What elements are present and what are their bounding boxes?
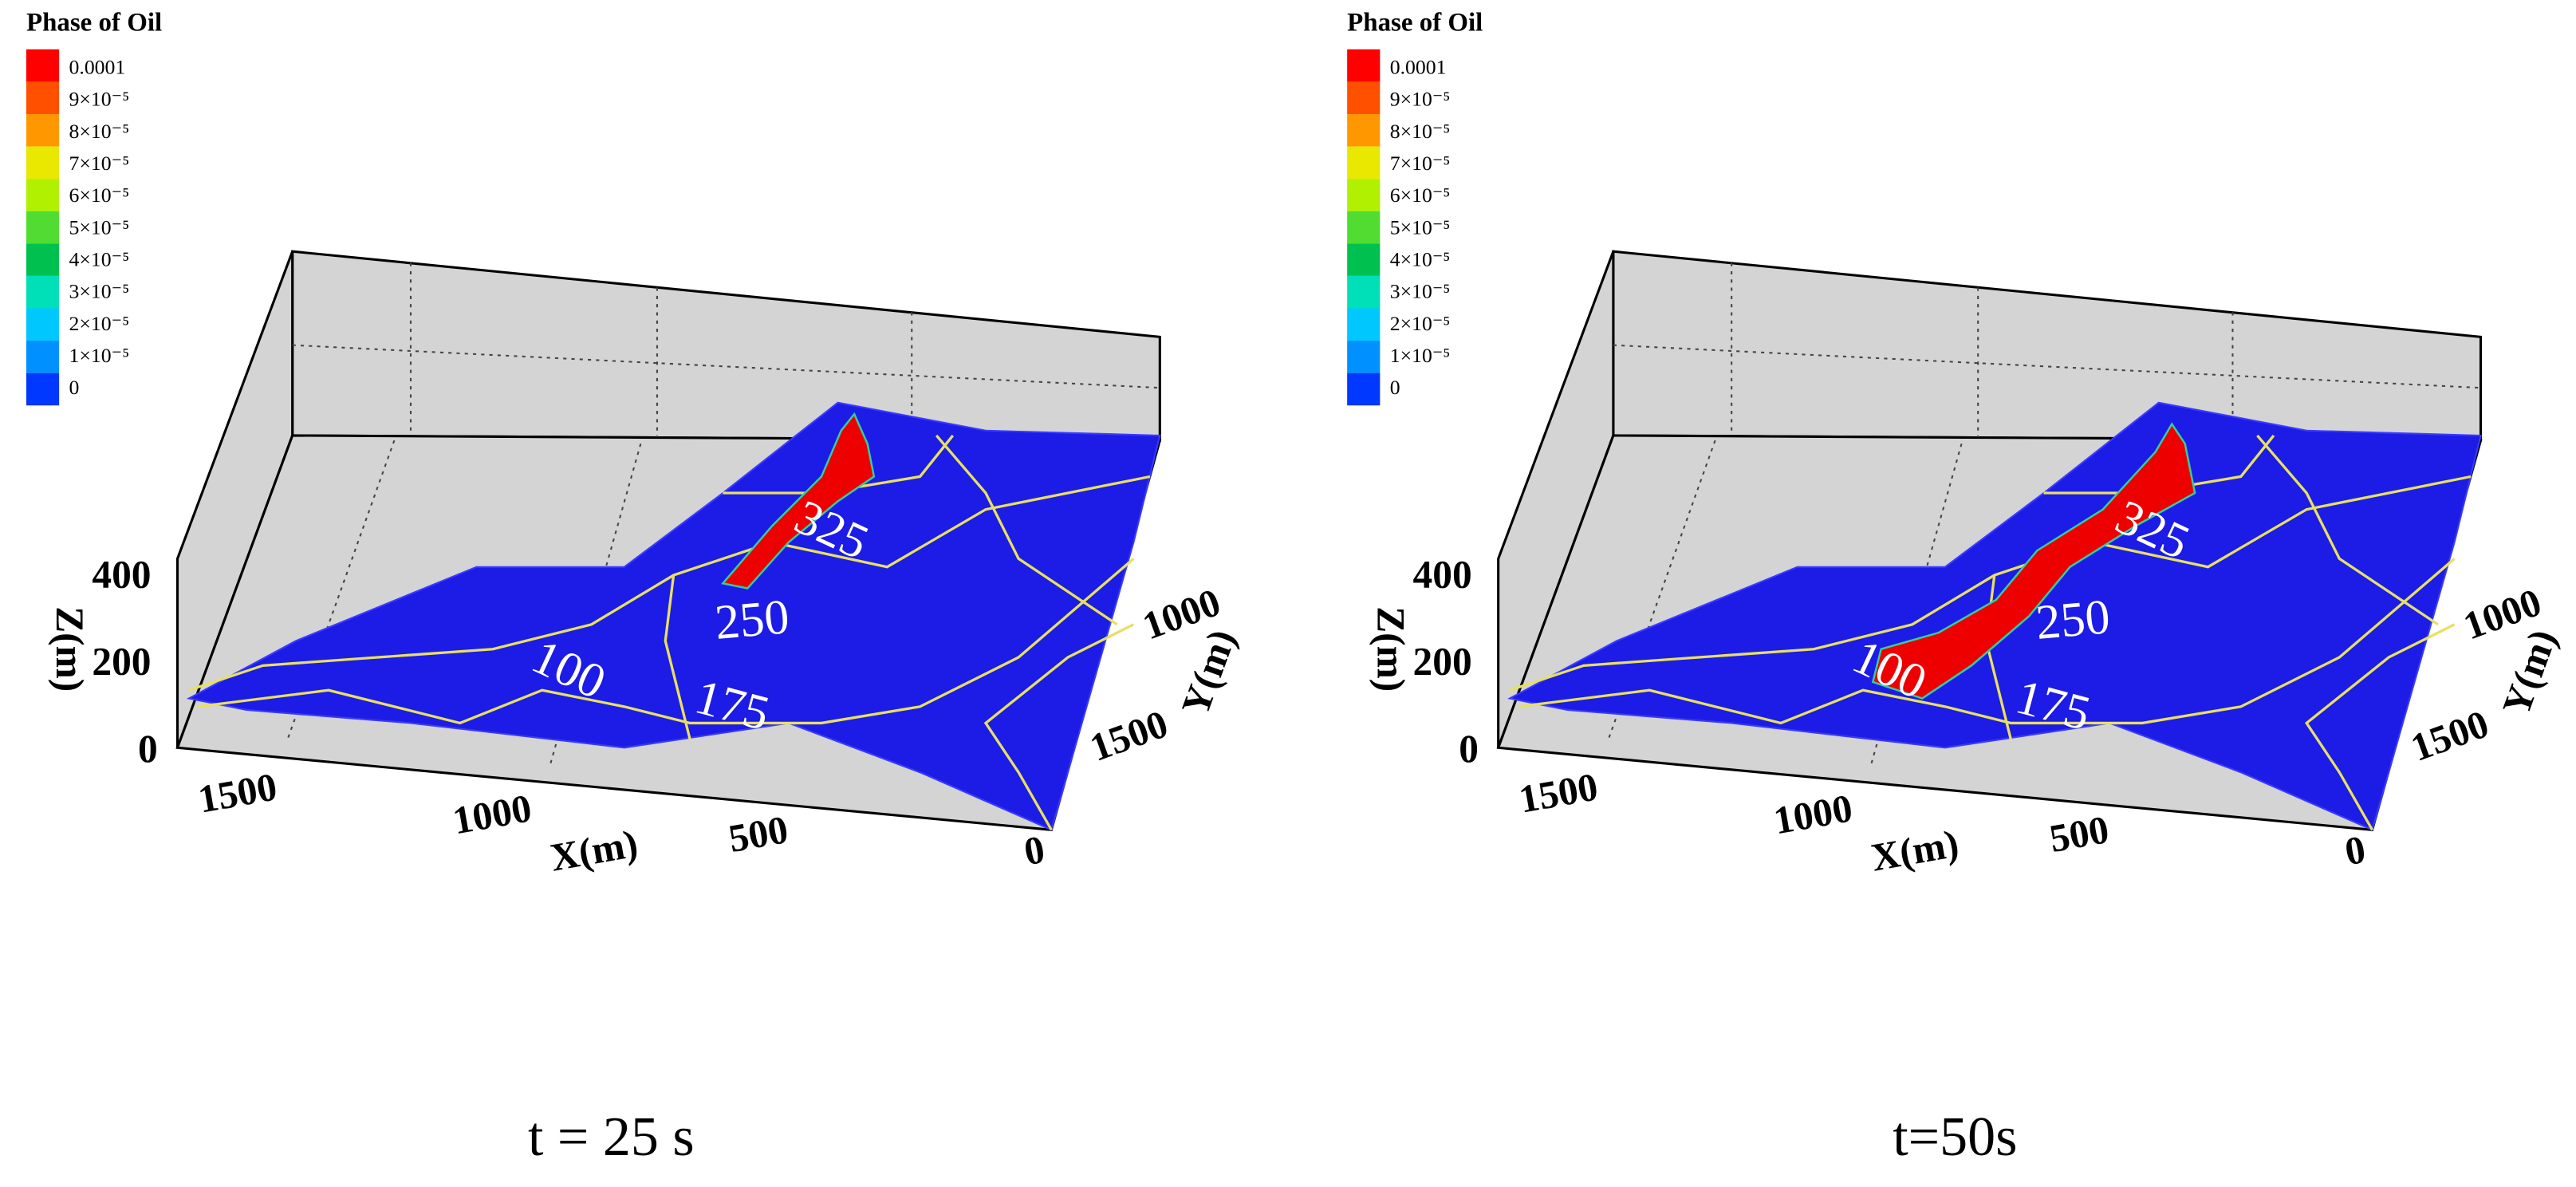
legend-swatch: [26, 373, 60, 406]
legend-label: 9×10⁻⁵: [1390, 88, 1451, 111]
legend-label: 1×10⁻⁵: [69, 344, 130, 367]
legend-label: 7×10⁻⁵: [69, 152, 130, 175]
legend-swatch: [1347, 308, 1381, 341]
contour-label: 250: [713, 590, 791, 650]
legend-label: 4×10⁻⁵: [1390, 247, 1451, 270]
legend-swatch: [26, 114, 60, 147]
z-axis-label: Z(m): [48, 606, 92, 692]
z-tick-label: 200: [1413, 640, 1472, 684]
x-tick-label: 0: [1021, 827, 1048, 873]
caption: t=50s: [1893, 1106, 2017, 1168]
legend-label: 5×10⁻⁵: [1390, 215, 1451, 239]
y-tick-label: 1500: [2405, 701, 2495, 769]
legend-label: 4×10⁻⁵: [69, 247, 130, 270]
legend-swatch: [1347, 373, 1381, 406]
x-axis-label: X(m): [547, 822, 641, 880]
back-wall: [291, 250, 1161, 442]
z-tick-label: 200: [92, 640, 151, 684]
oil-plume: [1871, 422, 2196, 700]
legend-swatch: [1347, 243, 1381, 276]
legend-label: 2×10⁻⁵: [69, 312, 130, 335]
y-tick-label: 1500: [1085, 701, 1174, 769]
legend-swatch: [1347, 114, 1381, 147]
legend-swatch: [26, 308, 60, 341]
x-tick-label: 1000: [450, 786, 535, 842]
back-wall: [1612, 250, 2483, 442]
legend-label: 3×10⁻⁵: [1390, 280, 1451, 303]
legend-swatch: [1347, 49, 1381, 82]
terrain-surface: [186, 401, 1161, 831]
legend-swatch: [1347, 341, 1381, 373]
x-tick-label: 500: [726, 807, 792, 861]
contour-line: [2256, 434, 2439, 626]
z-tick-label: 400: [1413, 552, 1472, 596]
legend-swatch: [26, 179, 60, 211]
contour-line: [1518, 558, 2456, 725]
x-tick-label: 0: [2342, 827, 2369, 873]
legend-swatch: [1347, 179, 1381, 211]
legend-label: 0.0001: [1390, 55, 1447, 78]
legend-label: 9×10⁻⁵: [69, 88, 130, 111]
legend-swatch: [26, 49, 60, 82]
contour-label: 250: [2034, 590, 2112, 650]
legend-label: 6×10⁻⁵: [69, 183, 130, 207]
legend-label: 6×10⁻⁵: [1390, 183, 1451, 207]
y-axis-label: Y(m): [1173, 624, 1244, 721]
contour-line: [935, 434, 1118, 626]
x-axis-label: X(m): [1868, 822, 1962, 880]
legend-swatch: [1347, 146, 1381, 179]
legend-swatch: [1347, 81, 1381, 115]
contour-line: [723, 434, 955, 495]
y-axis-label: Y(m): [2494, 624, 2565, 721]
legend-title: Phase of Oil: [1347, 9, 1483, 37]
oil-plume: [721, 412, 876, 590]
legend-label: 5×10⁻⁵: [69, 215, 130, 239]
z-tick-label: 0: [138, 727, 158, 771]
contour-line: [664, 574, 691, 740]
panel: Phase of Oil 0.0001 9×10⁻⁵ 8×10⁻⁵ 7×10⁻⁵ 6×10…: [26, 9, 1244, 880]
contour-line: [2304, 623, 2456, 831]
z-axis-label: Z(m): [1369, 606, 1412, 692]
legend-swatch: [1347, 211, 1381, 244]
legend-label: 1×10⁻⁵: [1390, 344, 1451, 367]
legend-swatch: [26, 243, 60, 276]
panel: Phase of Oil 0.0001 9×10⁻⁵ 8×10⁻⁵ 7×10⁻⁵ 6×10…: [1347, 9, 2565, 880]
legend-swatch: [1347, 275, 1381, 309]
legend-label: 2×10⁻⁵: [1390, 312, 1451, 335]
contour-line: [1509, 475, 2472, 692]
grid-line: [292, 344, 1160, 389]
x-tick-label: 1500: [1516, 764, 1601, 821]
contour-line: [983, 623, 1135, 831]
contour-line: [188, 475, 1151, 692]
x-tick-label: 1000: [1771, 786, 1856, 842]
legend-label: 8×10⁻⁵: [69, 120, 130, 143]
legend-swatch: [26, 81, 60, 115]
legend-label: 0: [1390, 376, 1400, 399]
z-tick-label: 400: [92, 552, 151, 596]
legend-swatch: [26, 275, 60, 309]
legend-label: 8×10⁻⁵: [1390, 120, 1451, 143]
grid-line: [1613, 344, 2481, 389]
legend-label: 3×10⁻⁵: [69, 280, 130, 303]
legend-label: 7×10⁻⁵: [1390, 152, 1451, 175]
x-tick-label: 1500: [195, 764, 280, 821]
caption: t = 25 s: [528, 1106, 695, 1168]
contour-line: [196, 558, 1135, 725]
legend-label: 0.0001: [69, 55, 126, 78]
z-tick-label: 0: [1459, 727, 1479, 771]
legend-label: 0: [69, 376, 80, 399]
legend-swatch: [26, 146, 60, 179]
x-tick-label: 500: [2046, 807, 2113, 861]
legend-swatch: [26, 211, 60, 244]
legend-swatch: [26, 341, 60, 373]
legend-title: Phase of Oil: [26, 9, 162, 37]
